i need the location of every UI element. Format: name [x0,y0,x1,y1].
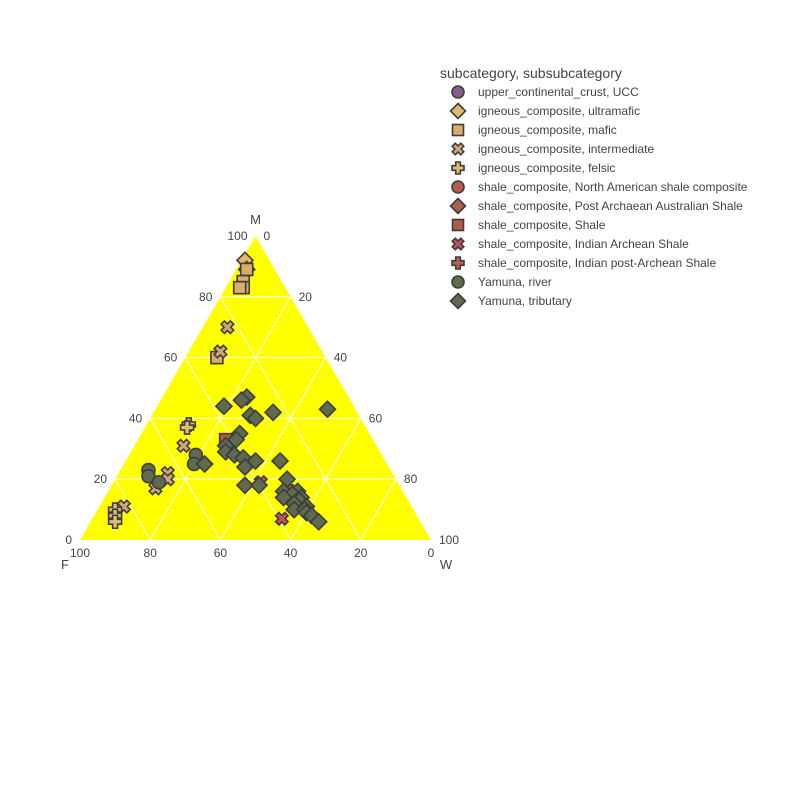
legend: subcategory, subsubcategory upper_contine… [440,65,748,310]
tick-label-f: 100 [70,546,90,560]
legend-item[interactable]: shale_composite, Post Archaean Australia… [449,197,744,215]
tick-label-f: 60 [214,546,228,560]
legend-marker [449,292,467,310]
grid-line-c [360,478,397,541]
legend-marker [451,237,465,251]
data-point [235,476,255,495]
legend-label: igneous_composite, ultramafic [478,104,640,118]
legend-title: subcategory, subsubcategory [440,65,622,81]
legend-item[interactable]: igneous_composite, ultramafic [449,102,641,120]
grid-line-b [184,357,292,541]
legend-marker [451,142,465,156]
data-point [213,344,228,359]
tick-label-m: 0 [65,533,72,547]
data-point [107,514,123,530]
data-point [249,476,269,495]
tick-label-w: 80 [404,472,418,486]
data-point [263,403,283,422]
tick-label-w: 0 [264,229,271,243]
axis-title-f: F [61,557,69,572]
legend-marker [451,256,465,270]
series-4 [107,417,197,530]
data-point [232,391,251,410]
data-point [220,319,235,335]
legend-label: shale_composite, North American shale co… [478,180,748,194]
legend-label: shale_composite, Indian Archean Shale [478,237,689,251]
legend-label: igneous_composite, mafic [478,123,617,137]
axis-title-m: M [250,212,261,227]
grid-line-c [290,418,362,541]
legend-item[interactable]: shale_composite, Indian Archean Shale [451,237,689,251]
legend-item[interactable]: Yamuna, tributary [449,292,572,310]
legend-item[interactable]: shale_composite, Indian post-Archean Sha… [451,256,716,270]
legend-marker [451,275,465,289]
legend-label: igneous_composite, intermediate [478,142,654,156]
legend-item[interactable]: igneous_composite, felsic [451,161,615,175]
data-point [232,280,247,295]
legend-label: Yamuna, river [478,275,552,289]
grid-line-b [114,478,151,541]
data-point [235,457,255,477]
data-point [195,454,214,474]
legend-item[interactable]: Yamuna, river [451,275,552,289]
axis-title-w: W [440,557,453,572]
data-point [214,397,234,416]
legend-marker [449,102,467,120]
tick-label-m: 40 [129,411,143,425]
legend-item[interactable]: upper_continental_crust, UCC [451,85,639,99]
legend-label: igneous_composite, felsic [478,161,615,175]
tick-label-m: 20 [94,472,108,486]
data-point [270,451,290,471]
tick-label-f: 0 [428,546,435,560]
legend-label: shale_composite, Post Archaean Australia… [478,199,743,213]
data-point [274,511,290,527]
grid-line-b [149,418,221,541]
legend-item[interactable]: igneous_composite, mafic [451,123,617,137]
tick-label-f: 40 [284,546,298,560]
legend-label: upper_continental_crust, UCC [478,85,639,99]
legend-item[interactable]: shale_composite, Shale [451,218,606,232]
series-10 [141,447,204,490]
tick-label-w: 100 [439,533,459,547]
ternary-background [80,236,431,540]
data-point [179,420,195,435]
tick-label-w: 40 [334,351,348,365]
legend-marker [451,85,465,99]
legend-label: Yamuna, tributary [478,294,572,308]
series-11 [195,387,337,531]
legend-label: shale_composite, Indian post-Archean Sha… [478,256,716,270]
tick-label-m: 60 [164,351,178,365]
grid-line-c [219,357,327,541]
tick-label-w: 60 [369,411,383,425]
tick-label-m: 100 [227,229,247,243]
legend-marker [451,218,465,232]
legend-marker [451,123,465,137]
legend-marker [449,197,467,215]
legend-item[interactable]: igneous_composite, intermediate [451,142,654,156]
tick-label-m: 80 [199,290,213,304]
tick-label-f: 80 [144,546,158,560]
legend-label: shale_composite, Shale [478,218,606,232]
data-point [309,512,328,531]
legend-marker [451,161,465,175]
legend-marker [451,180,465,194]
data-point [246,409,265,428]
data-point [176,438,191,454]
legend-item[interactable]: shale_composite, North American shale co… [451,180,748,194]
tick-label-w: 20 [299,290,313,304]
data-point [239,262,254,277]
data-point [151,474,167,490]
tick-label-f: 20 [354,546,368,560]
data-point [318,400,337,419]
